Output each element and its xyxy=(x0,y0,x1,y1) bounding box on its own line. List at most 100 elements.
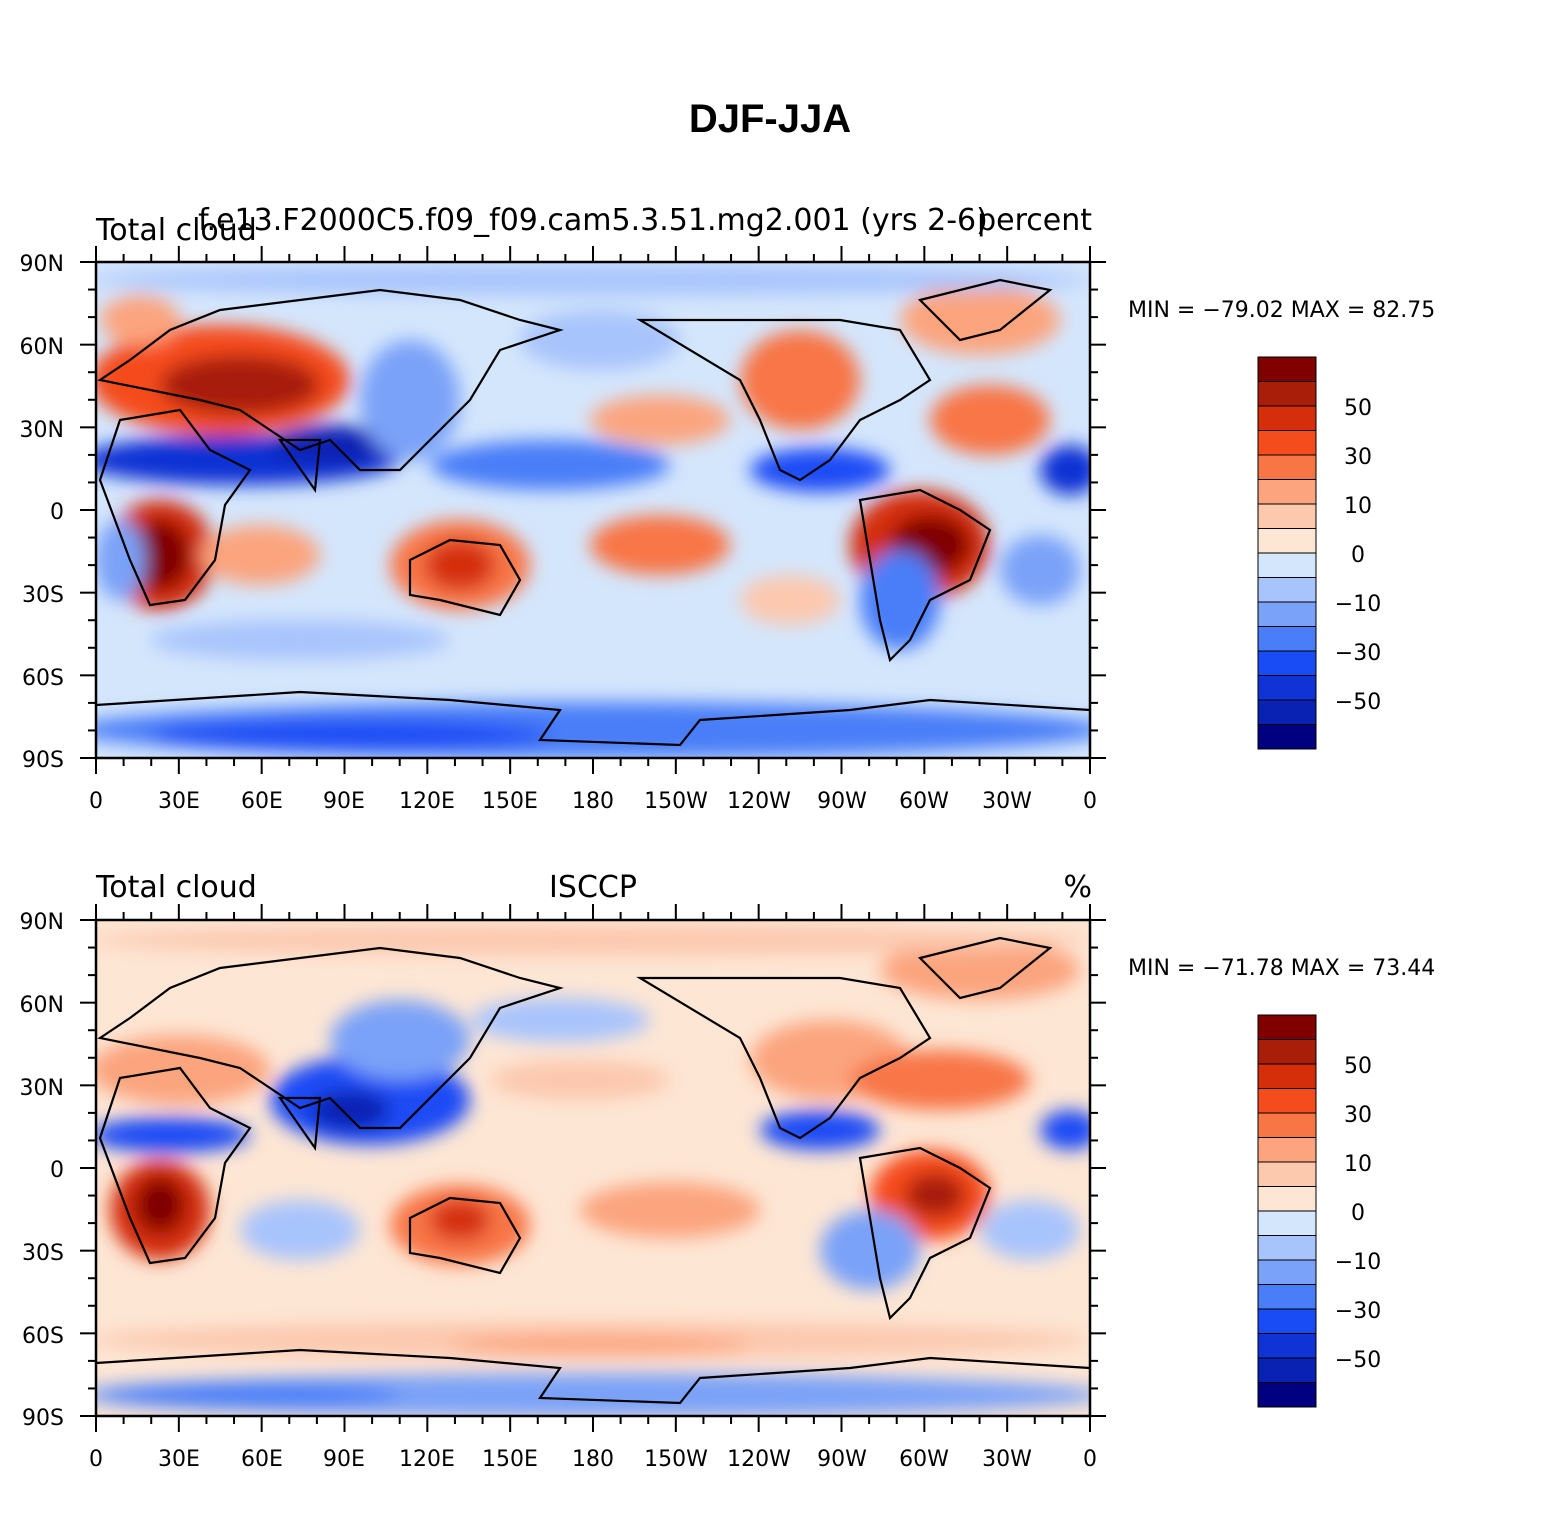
axis-ticks xyxy=(80,904,1106,1432)
colorbar-swatch xyxy=(1257,675,1317,701)
lat-label: 30N xyxy=(20,1076,64,1101)
colorbar-swatch xyxy=(1257,1088,1317,1114)
lat-axis-labels: 90N 60N 30N 0 30S 60S 90S xyxy=(20,910,64,1431)
lon-label: 180 xyxy=(572,789,614,814)
colorbar-label: −30 xyxy=(1335,641,1381,666)
lon-label: 90W xyxy=(817,1447,867,1472)
lon-label: 30W xyxy=(982,1447,1032,1472)
lon-label: 150E xyxy=(482,789,538,814)
colorbar-swatch xyxy=(1257,528,1317,554)
colorbar-swatch xyxy=(1257,601,1317,627)
colorbar-swatch xyxy=(1257,1112,1317,1138)
coastlines xyxy=(96,936,1090,1405)
colorbar-swatch xyxy=(1257,1063,1317,1089)
colorbar-swatch xyxy=(1257,650,1317,676)
colorbar-swatch xyxy=(1257,1161,1317,1187)
lat-label: 30S xyxy=(22,583,64,608)
lat-label: 60N xyxy=(20,335,64,360)
lat-label: 0 xyxy=(50,1158,64,1183)
map-field xyxy=(96,920,1090,1416)
colorbar-swatch xyxy=(1257,1235,1317,1261)
lon-label: 30E xyxy=(158,789,200,814)
main-title: DJF-JJA xyxy=(689,97,851,141)
colorbar-swatch xyxy=(1257,1382,1317,1408)
lon-label: 90E xyxy=(323,1447,365,1472)
panel-left-title: Total cloud xyxy=(95,213,257,248)
lon-label: 120W xyxy=(727,1447,791,1472)
lat-label: 90N xyxy=(20,252,64,277)
lon-label: 180 xyxy=(572,1447,614,1472)
colorbar xyxy=(1257,356,1317,750)
colorbar-label: 0 xyxy=(1351,543,1365,568)
colorbar-label: 10 xyxy=(1344,1152,1372,1177)
lat-label: 90N xyxy=(20,910,64,935)
colorbar-label: −10 xyxy=(1335,1250,1381,1275)
lon-label: 120E xyxy=(399,789,455,814)
lon-axis-labels: 0 30E 60E 90E 120E 150E 180 150W 120W 90… xyxy=(89,789,1097,814)
colorbar-label: −10 xyxy=(1335,592,1381,617)
colorbar-swatch xyxy=(1257,381,1317,407)
colorbar-swatch xyxy=(1257,699,1317,725)
colorbar-swatch xyxy=(1257,552,1317,578)
lat-label: 0 xyxy=(50,500,64,525)
lat-label: 30S xyxy=(22,1241,64,1266)
colorbar-swatch xyxy=(1257,405,1317,431)
colorbar-label: 50 xyxy=(1344,396,1372,421)
lat-label: 60N xyxy=(20,993,64,1018)
lon-label: 0 xyxy=(89,789,103,814)
colorbar-swatch xyxy=(1257,1137,1317,1163)
lon-label: 90E xyxy=(323,789,365,814)
colorbar-label: 10 xyxy=(1344,494,1372,519)
colorbar-swatch xyxy=(1257,1357,1317,1383)
lon-label: 150E xyxy=(482,1447,538,1472)
colorbar-swatch xyxy=(1257,1284,1317,1310)
colorbar-swatch xyxy=(1257,503,1317,529)
coastlines xyxy=(96,278,1090,747)
map-field xyxy=(96,262,1090,758)
colorbar-swatch xyxy=(1257,1186,1317,1212)
colorbar-label: −50 xyxy=(1335,690,1381,715)
lat-label: 30N xyxy=(20,418,64,443)
lon-label: 90W xyxy=(817,789,867,814)
lon-label: 30W xyxy=(982,789,1032,814)
lon-label: 150W xyxy=(644,789,708,814)
colorbar-swatch xyxy=(1257,724,1317,750)
axis-ticks xyxy=(80,246,1106,774)
colorbar-swatch xyxy=(1257,356,1317,382)
lon-axis-labels: 0 30E 60E 90E 120E 150E 180 150W 120W 90… xyxy=(89,1447,1097,1472)
lon-label: 60E xyxy=(241,1447,283,1472)
lon-label: 150W xyxy=(644,1447,708,1472)
panel-right-title: percent xyxy=(977,203,1092,238)
min-max-stats: MIN = −79.02 MAX = 82.75 xyxy=(1128,298,1435,323)
lon-label: 60E xyxy=(241,789,283,814)
lon-label: 60W xyxy=(899,1447,949,1472)
panel-model: Total cloud f.e13.F2000C5.f09_f09.cam5.3… xyxy=(20,203,1436,814)
colorbar-swatch xyxy=(1257,626,1317,652)
lon-label: 60W xyxy=(899,789,949,814)
colorbar-swatch xyxy=(1257,1333,1317,1359)
colorbar-labels: 50 30 10 0 −10 −30 −50 xyxy=(1335,396,1381,715)
colorbar-label: 30 xyxy=(1344,1103,1372,1128)
lon-label: 120E xyxy=(399,1447,455,1472)
lon-label: 0 xyxy=(1083,789,1097,814)
panel-left-title: Total cloud xyxy=(95,870,257,905)
panel-right-title: % xyxy=(1063,870,1092,905)
colorbar-swatch xyxy=(1257,1308,1317,1334)
panel-center-title: f.e13.F2000C5.f09_f09.cam5.3.51.mg2.001 … xyxy=(198,203,988,238)
lat-label: 90S xyxy=(22,1406,64,1431)
colorbar-swatch xyxy=(1257,1259,1317,1285)
colorbar-label: 50 xyxy=(1344,1054,1372,1079)
lon-label: 120W xyxy=(727,789,791,814)
panel-obs: Total cloud ISCCP % xyxy=(20,870,1436,1472)
lat-label: 60S xyxy=(22,666,64,691)
colorbar-labels: 50 30 10 0 −10 −30 −50 xyxy=(1335,1054,1381,1373)
colorbar-swatch xyxy=(1257,1014,1317,1040)
lon-label: 0 xyxy=(89,1447,103,1472)
colorbar-swatch xyxy=(1257,1039,1317,1065)
colorbar-label: −30 xyxy=(1335,1299,1381,1324)
min-max-stats: MIN = −71.78 MAX = 73.44 xyxy=(1128,956,1435,981)
colorbar-swatch xyxy=(1257,454,1317,480)
lat-label: 90S xyxy=(22,748,64,773)
colorbar-swatch xyxy=(1257,577,1317,603)
